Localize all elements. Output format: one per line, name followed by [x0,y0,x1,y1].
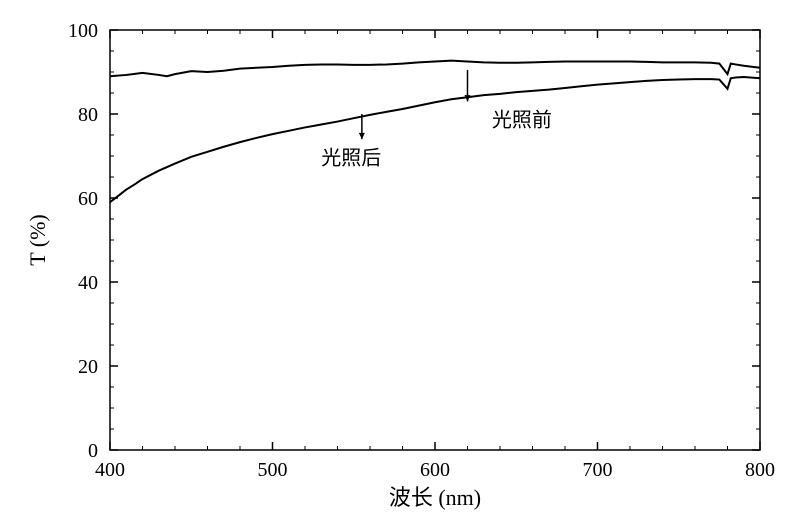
chart-svg: 400 500 600 700 800 0 20 40 60 80 100 波长 (nm) T (%) 光… [0,0,800,528]
series-after [110,77,760,202]
transmittance-chart: 400 500 600 700 800 0 20 40 60 80 100 波长 (nm) T (%) 光… [0,0,800,528]
x-tick-label: 400 [95,459,125,481]
x-tick-label: 700 [583,459,613,481]
y-axis-label: T (%) [25,214,50,266]
y-tick-label: 20 [78,356,98,378]
y-tick-label: 60 [78,188,98,210]
y-tick-label: 40 [78,272,98,294]
x-axis-label: 波长 (nm) [389,485,481,510]
x-tick-label: 500 [258,459,288,481]
y-tick-label: 0 [88,440,98,462]
x-tick-label: 600 [420,459,450,481]
x-tick-label: 800 [745,459,775,481]
series-before [110,61,760,77]
annotation-after: 光照后 [321,146,381,169]
annotation-before: 光照前 [492,109,552,132]
y-tick-label: 80 [78,104,98,126]
y-tick-label: 100 [68,20,98,42]
